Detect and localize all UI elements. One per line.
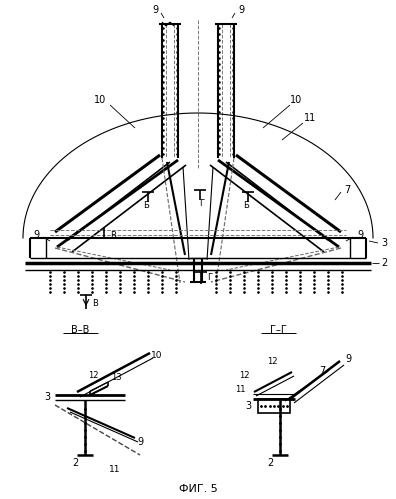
Text: 11: 11 xyxy=(235,385,245,394)
Text: 3: 3 xyxy=(44,392,50,402)
Text: Г–Г: Г–Г xyxy=(270,325,286,335)
Text: 2: 2 xyxy=(381,258,387,268)
Text: 9: 9 xyxy=(345,354,351,364)
Text: 3: 3 xyxy=(245,401,251,411)
Text: В–В: В–В xyxy=(71,325,89,335)
Text: ФИГ. 5: ФИГ. 5 xyxy=(179,484,217,494)
Text: Б: Б xyxy=(143,201,149,210)
Text: 3: 3 xyxy=(381,238,387,248)
Text: 9: 9 xyxy=(357,230,363,240)
Text: 9: 9 xyxy=(238,5,244,15)
Text: Б: Б xyxy=(243,201,249,210)
Text: 12: 12 xyxy=(88,370,98,380)
Text: 12: 12 xyxy=(239,371,249,381)
Text: 2: 2 xyxy=(72,458,78,468)
Text: В: В xyxy=(92,298,98,307)
Text: 10: 10 xyxy=(94,95,106,105)
Text: 2: 2 xyxy=(267,458,273,468)
Bar xyxy=(258,399,290,413)
Text: 10: 10 xyxy=(290,95,302,105)
Text: 11: 11 xyxy=(109,466,121,475)
Text: 7: 7 xyxy=(344,185,350,195)
Text: 13: 13 xyxy=(111,372,121,382)
Text: 9: 9 xyxy=(33,230,39,240)
Text: Г: Г xyxy=(208,272,213,281)
Text: 12: 12 xyxy=(267,357,277,366)
Text: 9: 9 xyxy=(137,437,143,447)
Text: 11: 11 xyxy=(304,113,316,123)
Text: Г: Г xyxy=(200,199,205,208)
Text: 10: 10 xyxy=(151,351,163,360)
Text: 9: 9 xyxy=(152,5,158,15)
Text: В: В xyxy=(110,231,116,240)
Text: 7: 7 xyxy=(319,366,325,376)
